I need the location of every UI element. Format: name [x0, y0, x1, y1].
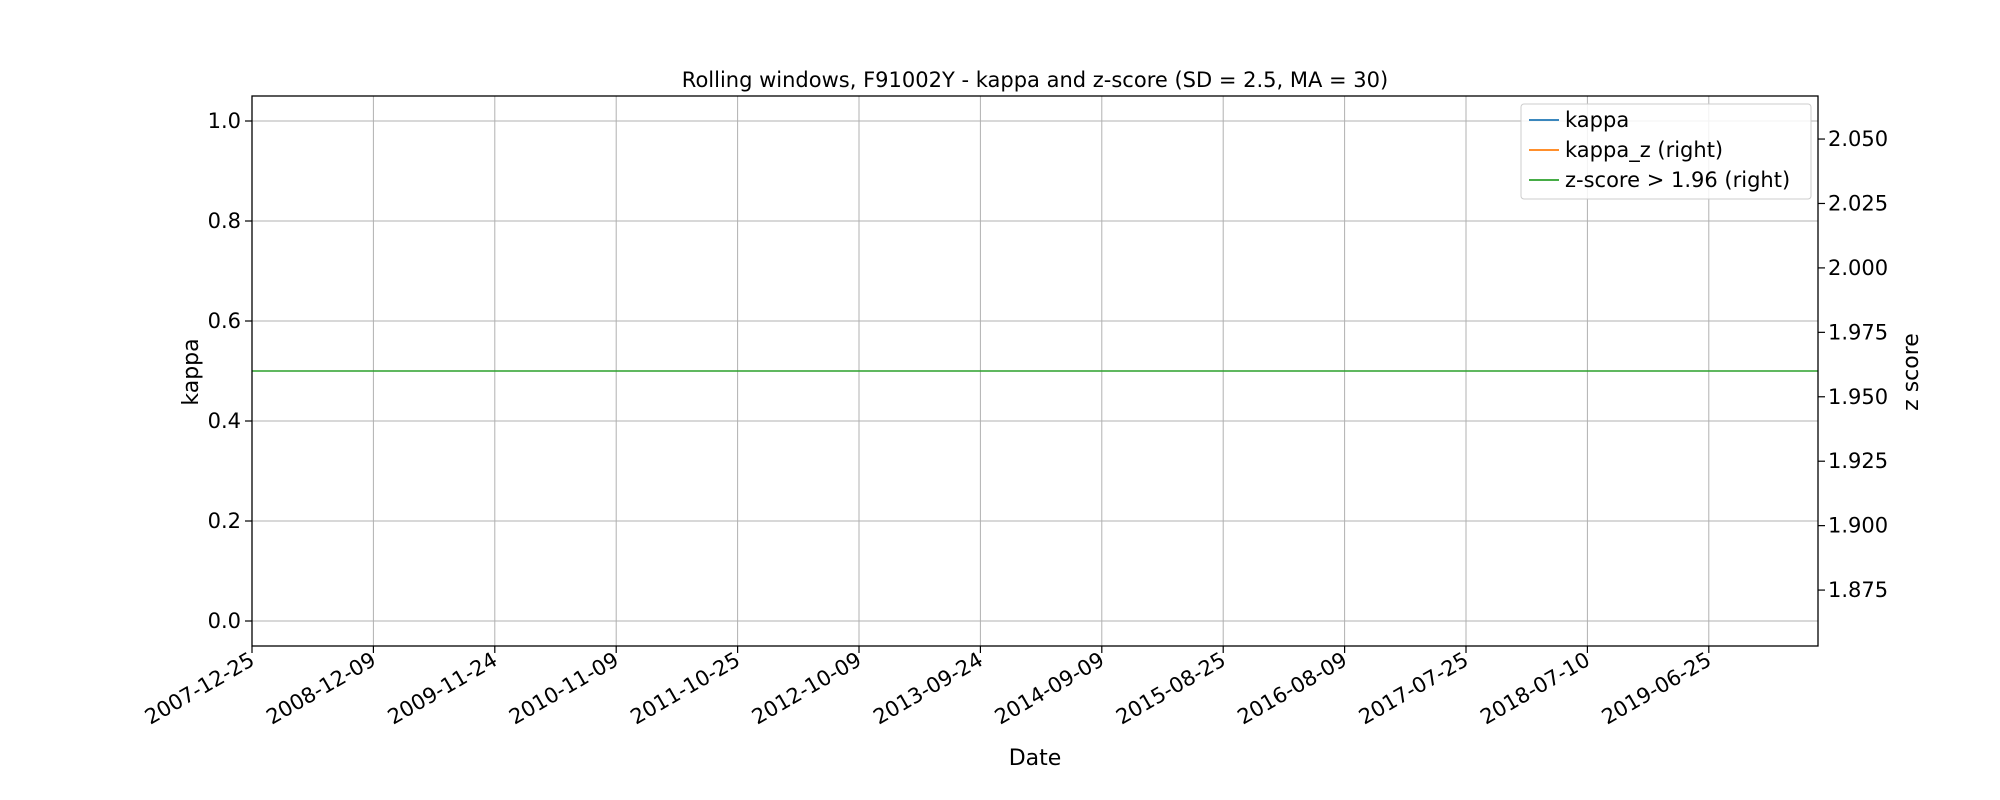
x-tick-label: 2013-09-24 [869, 648, 987, 730]
x-tick-label: 2007-12-25 [141, 648, 259, 730]
y-axis-right: 1.875 1.900 1.925 1.950 1.975 2.000 2.025 2.050 [1818, 127, 1888, 602]
y2-tick-label: 1.950 [1828, 385, 1888, 409]
x-tick-label: 2019-06-25 [1598, 648, 1716, 730]
y-axis-left: 0.0 0.2 0.4 0.6 0.8 1.0 [208, 109, 252, 633]
legend-entry: z-score > 1.96 (right) [1565, 168, 1790, 192]
y2-tick-label: 1.900 [1828, 514, 1888, 538]
x-tick-label: 2008-12-09 [262, 648, 380, 730]
y2-tick-label: 2.050 [1828, 127, 1888, 151]
legend-box [1520, 103, 1812, 200]
y2-tick-label: 2.025 [1828, 191, 1888, 215]
y-tick-label: 1.0 [208, 109, 241, 133]
x-tick-label: 2016-08-09 [1233, 648, 1351, 730]
x-tick-label: 2015-08-25 [1112, 648, 1230, 730]
x-tick-label: 2017-07-25 [1355, 648, 1473, 730]
legend-entry: kappa [1565, 108, 1629, 132]
x-tick-label: 2011-10-25 [626, 648, 744, 730]
y2-tick-label: 2.000 [1828, 256, 1888, 280]
y-axis-label: kappa [179, 338, 204, 405]
y2-tick-label: 1.875 [1828, 578, 1888, 602]
x-tick-label: 2009-11-24 [384, 648, 502, 730]
y-tick-label: 0.2 [208, 509, 241, 533]
chart-title: Rolling windows, F91002Y - kappa and z-s… [682, 68, 1388, 92]
legend: kappa kappa_z (right) z-score > 1.96 (righ… [1520, 103, 1812, 200]
y2-tick-label: 1.925 [1828, 449, 1888, 473]
y-tick-label: 0.6 [208, 309, 241, 333]
x-axis-label: Date [1009, 746, 1062, 771]
y-tick-label: 0.4 [208, 409, 241, 433]
x-tick-label: 2014-09-09 [991, 648, 1109, 730]
x-axis: 2007-12-25 2008-12-09 2009-11-24 2010-11-09… [141, 646, 1715, 729]
x-tick-label: 2012-10-09 [748, 648, 866, 730]
y2-axis-label: z score [1899, 333, 1924, 411]
legend-entry: kappa_z (right) [1565, 138, 1723, 163]
y2-tick-label: 1.975 [1828, 320, 1888, 344]
plot-area-frame [251, 95, 1819, 647]
y-tick-label: 0.0 [208, 609, 241, 633]
x-tick-label: 2018-07-10 [1476, 648, 1594, 730]
y-tick-label: 0.8 [208, 209, 241, 233]
x-tick-label: 2010-11-09 [505, 648, 623, 730]
